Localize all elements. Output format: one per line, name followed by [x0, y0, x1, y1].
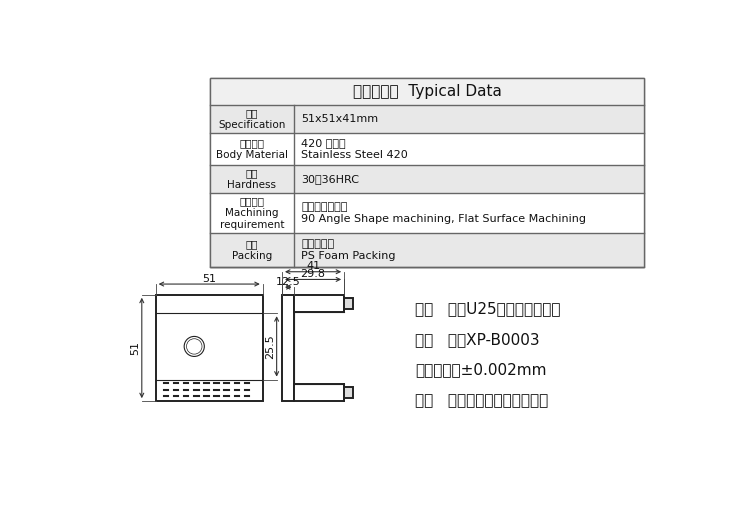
Text: 420 不锈锂
Stainless Steel 420: 420 不锈锂 Stainless Steel 420 — [302, 138, 408, 160]
Text: 规格参数表  Typical Data: 规格参数表 Typical Data — [352, 84, 502, 99]
Bar — [210, 193, 644, 233]
Text: 规格
Specification: 规格 Specification — [218, 109, 286, 130]
Bar — [344, 387, 353, 398]
Text: 主体材料
Body Material: 主体材料 Body Material — [216, 138, 288, 160]
Text: 《同心度》±0.002mm: 《同心度》±0.002mm — [416, 363, 547, 378]
Bar — [210, 78, 644, 105]
Bar — [295, 384, 344, 401]
Text: 包装
Packing: 包装 Packing — [232, 239, 272, 261]
Bar — [210, 78, 644, 267]
Text: 加工要求
Machining
requirement: 加工要求 Machining requirement — [220, 197, 284, 230]
Text: 泡沫盒包装
PS Foam Packing: 泡沫盒包装 PS Foam Packing — [302, 239, 396, 261]
Text: 29.8: 29.8 — [301, 269, 326, 279]
Text: 《应   用》适用于定位夹具系统: 《应 用》适用于定位夹具系统 — [416, 393, 548, 409]
Text: 51: 51 — [130, 341, 140, 355]
Text: 全部倒角、研平
90 Angle Shape machining, Flat Surface Machining: 全部倒角、研平 90 Angle Shape machining, Flat S… — [302, 202, 586, 224]
Bar — [210, 233, 644, 267]
Text: 51: 51 — [202, 273, 216, 284]
Text: 硬度
Hardness: 硬度 Hardness — [227, 169, 276, 190]
Bar — [210, 78, 644, 267]
Text: 《型   号》XP-B0003: 《型 号》XP-B0003 — [416, 332, 540, 347]
Text: 30～36HRC: 30～36HRC — [302, 174, 359, 185]
Bar — [210, 165, 644, 193]
Bar — [282, 295, 295, 401]
Text: 51x51x41mm: 51x51x41mm — [302, 114, 379, 124]
Bar — [210, 133, 644, 165]
Text: 41: 41 — [306, 261, 320, 271]
Bar — [156, 295, 262, 401]
Bar — [295, 295, 344, 312]
Text: 12.5: 12.5 — [276, 277, 301, 287]
Bar — [344, 298, 353, 309]
Bar — [210, 105, 644, 133]
Text: 《品   名》U25槽型不锈锂夹头: 《品 名》U25槽型不锈锂夹头 — [416, 301, 561, 316]
Text: 25.5: 25.5 — [266, 334, 275, 359]
